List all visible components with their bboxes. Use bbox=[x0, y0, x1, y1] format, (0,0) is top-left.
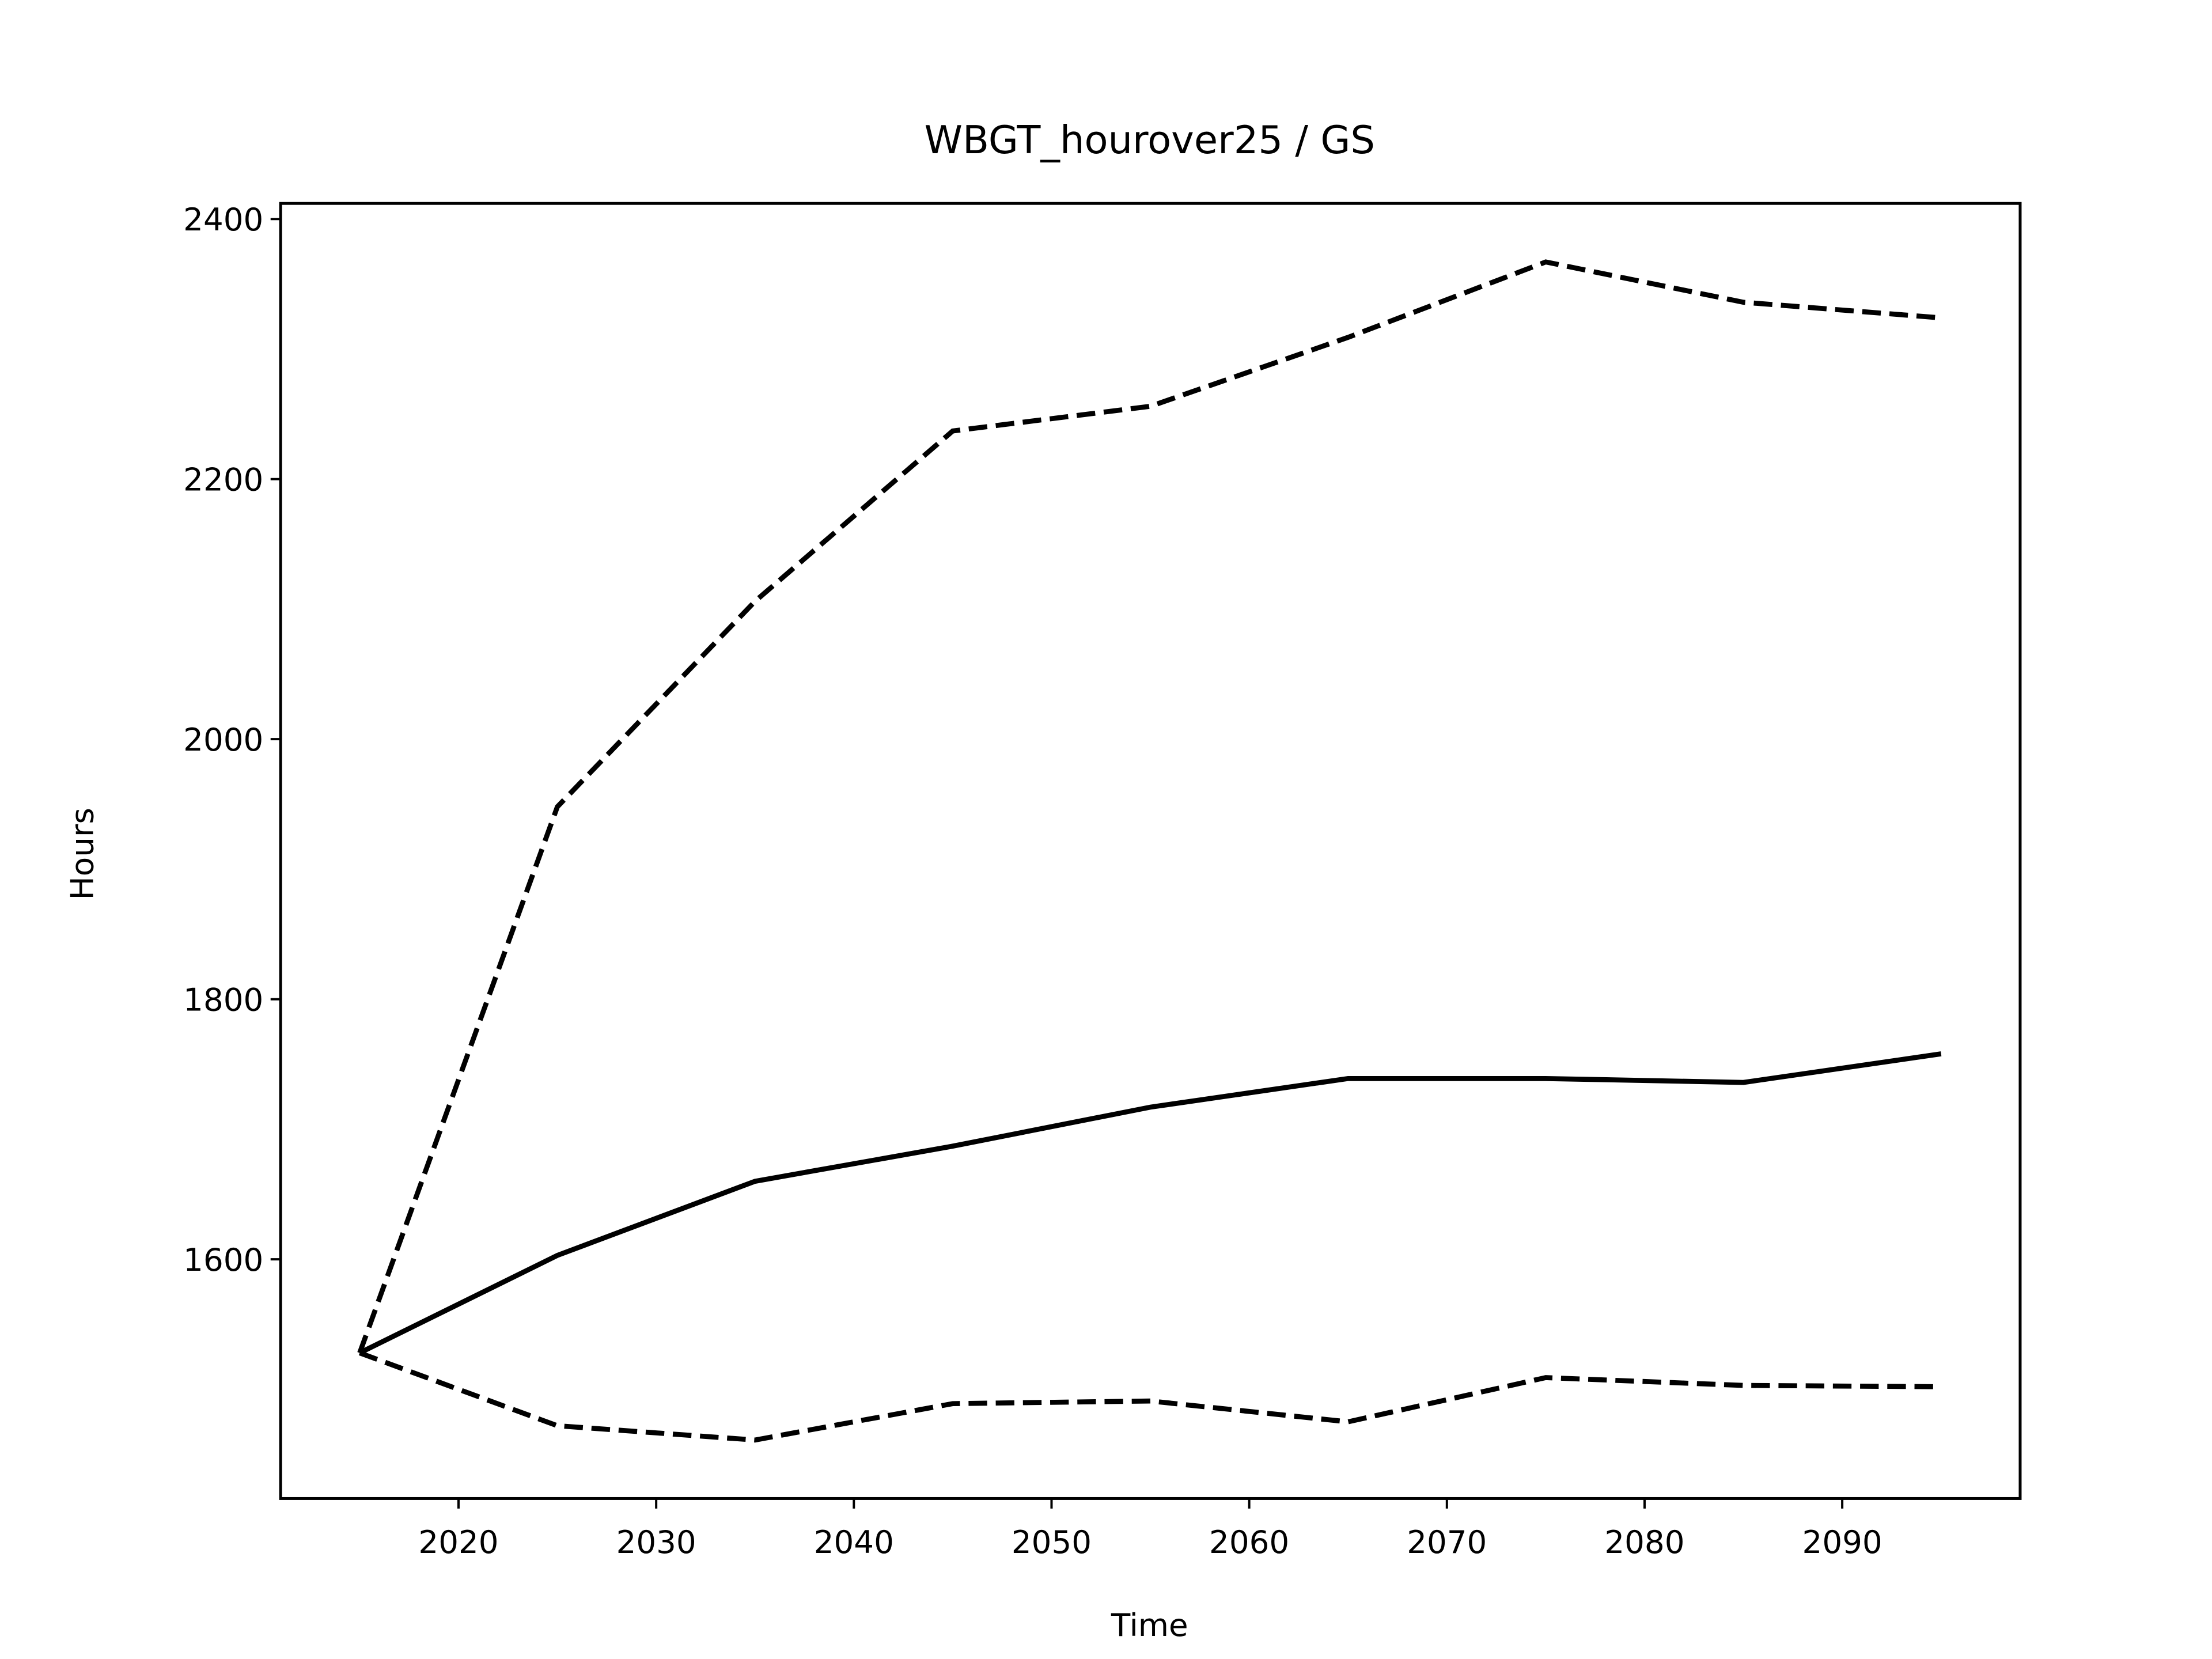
x-tick-label: 2070 bbox=[1407, 1524, 1487, 1560]
line-series bbox=[357, 259, 1942, 1354]
y-tick-label: 2400 bbox=[183, 201, 263, 238]
line-series bbox=[358, 1350, 1941, 1443]
x-tick-label: 2040 bbox=[814, 1524, 894, 1560]
x-axis-label: Time bbox=[1111, 1607, 1188, 1643]
x-tick-label: 2060 bbox=[1209, 1524, 1289, 1560]
x-tick-label: 2020 bbox=[418, 1524, 498, 1560]
line-series bbox=[358, 1051, 1942, 1355]
x-tick-label: 2050 bbox=[1012, 1524, 1092, 1560]
x-tick-label: 2080 bbox=[1604, 1524, 1684, 1560]
x-tick-label: 2030 bbox=[616, 1524, 696, 1560]
y-tick-label: 1600 bbox=[183, 1241, 263, 1278]
y-tick-label: 2200 bbox=[183, 461, 263, 498]
chart-title: WBGT_hourover25 / GS bbox=[925, 118, 1375, 162]
y-axis-label: Hours bbox=[64, 808, 101, 900]
plot-frame bbox=[279, 202, 2022, 1500]
y-tick-label: 2000 bbox=[183, 721, 263, 758]
y-tick-label: 1800 bbox=[183, 982, 263, 1018]
x-tick-label: 2090 bbox=[1802, 1524, 1883, 1560]
